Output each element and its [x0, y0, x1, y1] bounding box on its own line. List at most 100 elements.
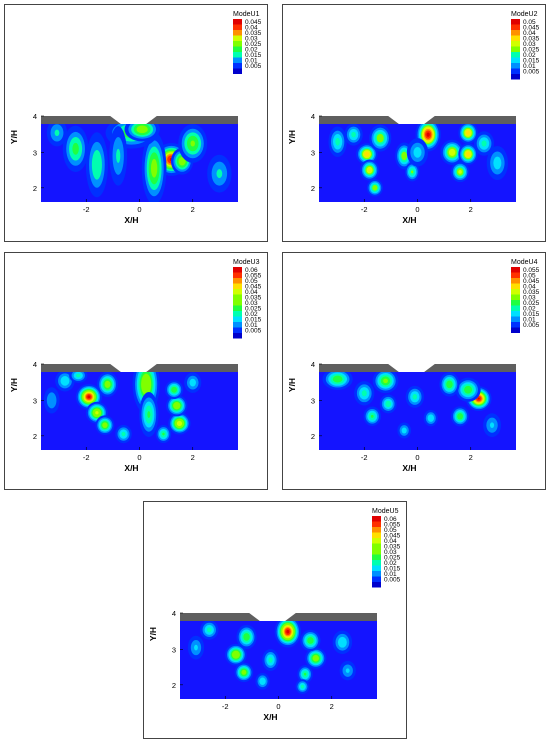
contour-level	[458, 169, 462, 174]
x-tick-label: 2	[469, 453, 473, 462]
legend-swatch	[233, 305, 242, 311]
surface-geometry	[41, 364, 238, 372]
legend-swatch	[233, 289, 242, 295]
contour-level	[176, 420, 183, 426]
contour-plot-u5: -2 0 2234X/HY/HModeU50.060.0550.050.0450.0…	[148, 508, 401, 722]
legend-swatch	[511, 300, 520, 306]
legend-swatch	[233, 19, 242, 25]
panel-mode-u5: -2 0 2 2 3 4 X/H Y/H ModeU5 0.06 0.055 0.05 0.045 0.0…	[143, 501, 407, 739]
legend-swatch	[372, 582, 381, 588]
legend-swatch	[372, 538, 381, 544]
legend-level-label: 0.055	[523, 267, 540, 274]
x-tick-label: 0	[137, 453, 141, 462]
legend-level-label: 0.05	[523, 273, 536, 280]
legend: ModeU20.050.0450.040.0350.030.0250.020.0…	[511, 11, 540, 80]
contour-level	[75, 373, 81, 378]
x-tick-label: 2	[469, 205, 473, 214]
contour-level	[401, 151, 408, 161]
contour-level	[411, 170, 414, 174]
legend-swatch	[233, 316, 242, 322]
legend-level-label: 0.02	[384, 560, 397, 567]
y-tick-label: 2	[33, 184, 37, 193]
contour-field	[43, 372, 202, 444]
legend-level-label: 0.025	[245, 41, 262, 48]
y-axis-label: Y/H	[9, 378, 19, 392]
legend-level-label: 0.045	[384, 533, 401, 540]
x-tick-label: 0	[415, 205, 419, 214]
right-surface	[146, 116, 238, 124]
x-tick-label: 0	[276, 702, 280, 711]
y-tick-label: 2	[311, 432, 315, 441]
contour-field	[328, 124, 509, 197]
x-tick-label: -2	[361, 205, 368, 214]
contour-level	[171, 386, 178, 393]
x-axis-label: X/H	[402, 463, 416, 473]
contour-level	[361, 390, 367, 397]
contour-level	[162, 432, 165, 436]
left-surface	[41, 116, 121, 124]
legend-level-label: 0.005	[245, 63, 262, 70]
legend-level-label: 0.05	[523, 19, 536, 26]
legend-swatch	[372, 516, 381, 522]
legend-level-label: 0.03	[245, 300, 258, 307]
x-tick-label: -2	[83, 205, 90, 214]
y-axis-label: Y/H	[148, 627, 158, 641]
legend-swatch	[511, 294, 520, 300]
legend-level-label: 0.045	[523, 278, 540, 285]
legend-swatch	[233, 41, 242, 47]
legend-swatch	[233, 300, 242, 306]
contour-level	[303, 672, 307, 676]
contour-level	[286, 629, 290, 634]
legend-swatch	[372, 527, 381, 533]
contour-level	[493, 156, 502, 170]
legend-level-label: 0.06	[384, 516, 397, 523]
contour-level	[372, 185, 378, 191]
legend-level-label: 0.02	[245, 47, 258, 54]
legend-swatch	[233, 35, 242, 41]
legend-swatch	[233, 46, 242, 52]
y-tick-label: 4	[33, 360, 37, 369]
legend-level-label: 0.045	[523, 25, 540, 32]
legend-level-label: 0.025	[523, 300, 540, 307]
contour-level	[376, 133, 384, 143]
legend-swatch	[372, 532, 381, 538]
x-axis-label: X/H	[124, 215, 138, 225]
y-axis-label: Y/H	[9, 130, 19, 144]
legend-level-label: 0.01	[384, 571, 397, 578]
legend-level-label: 0.015	[523, 311, 540, 318]
legend-level-label: 0.015	[245, 317, 262, 324]
left-surface	[319, 364, 399, 372]
legend-level-label: 0.035	[245, 30, 262, 37]
legend-swatch	[372, 549, 381, 555]
legend-swatch	[372, 521, 381, 527]
contour-level	[259, 677, 266, 686]
contour-level	[142, 377, 150, 392]
legend-swatch	[511, 311, 520, 317]
legend-level-label: 0.035	[384, 544, 401, 551]
x-tick-label: -2	[83, 453, 90, 462]
contour-level	[351, 131, 356, 138]
contour-level	[190, 140, 195, 147]
legend-swatch	[233, 52, 242, 58]
legend-level-label: 0.06	[245, 267, 258, 274]
legend-level-label: 0.005	[245, 328, 262, 335]
legend-level-label: 0.04	[384, 538, 397, 545]
legend-swatch	[511, 305, 520, 311]
contour-level	[233, 651, 239, 658]
left-surface	[180, 613, 260, 621]
contour-level	[150, 159, 158, 178]
x-tick-label: 0	[137, 205, 141, 214]
legend-level-label: 0.035	[245, 295, 262, 302]
legend-title: ModeU5	[372, 508, 399, 515]
panel-mode-u1: -2 0 2 2 3 4 X/H Y/H ModeU1 0.045 0.04 0.035 0.03 0.0…	[4, 4, 268, 242]
contour-level	[60, 376, 70, 386]
legend-level-label: 0.01	[245, 58, 258, 65]
contour-level	[401, 427, 407, 434]
contour-plot-u3: -2 0 2234X/HY/HModeU30.060.0550.050.0450.0…	[9, 259, 262, 473]
contour-level	[465, 151, 471, 157]
legend-level-label: 0.005	[523, 322, 540, 329]
contour-level	[116, 148, 121, 163]
panel-mode-u3: -2 0 2 2 3 4 X/H Y/H ModeU3 0.06 0.055 0.05 0.045 0.0…	[4, 252, 268, 490]
contour-plot-u2: -2 0 2234X/HY/HModeU20.050.0450.040.0350.0…	[287, 11, 540, 225]
surface-geometry	[180, 613, 377, 621]
